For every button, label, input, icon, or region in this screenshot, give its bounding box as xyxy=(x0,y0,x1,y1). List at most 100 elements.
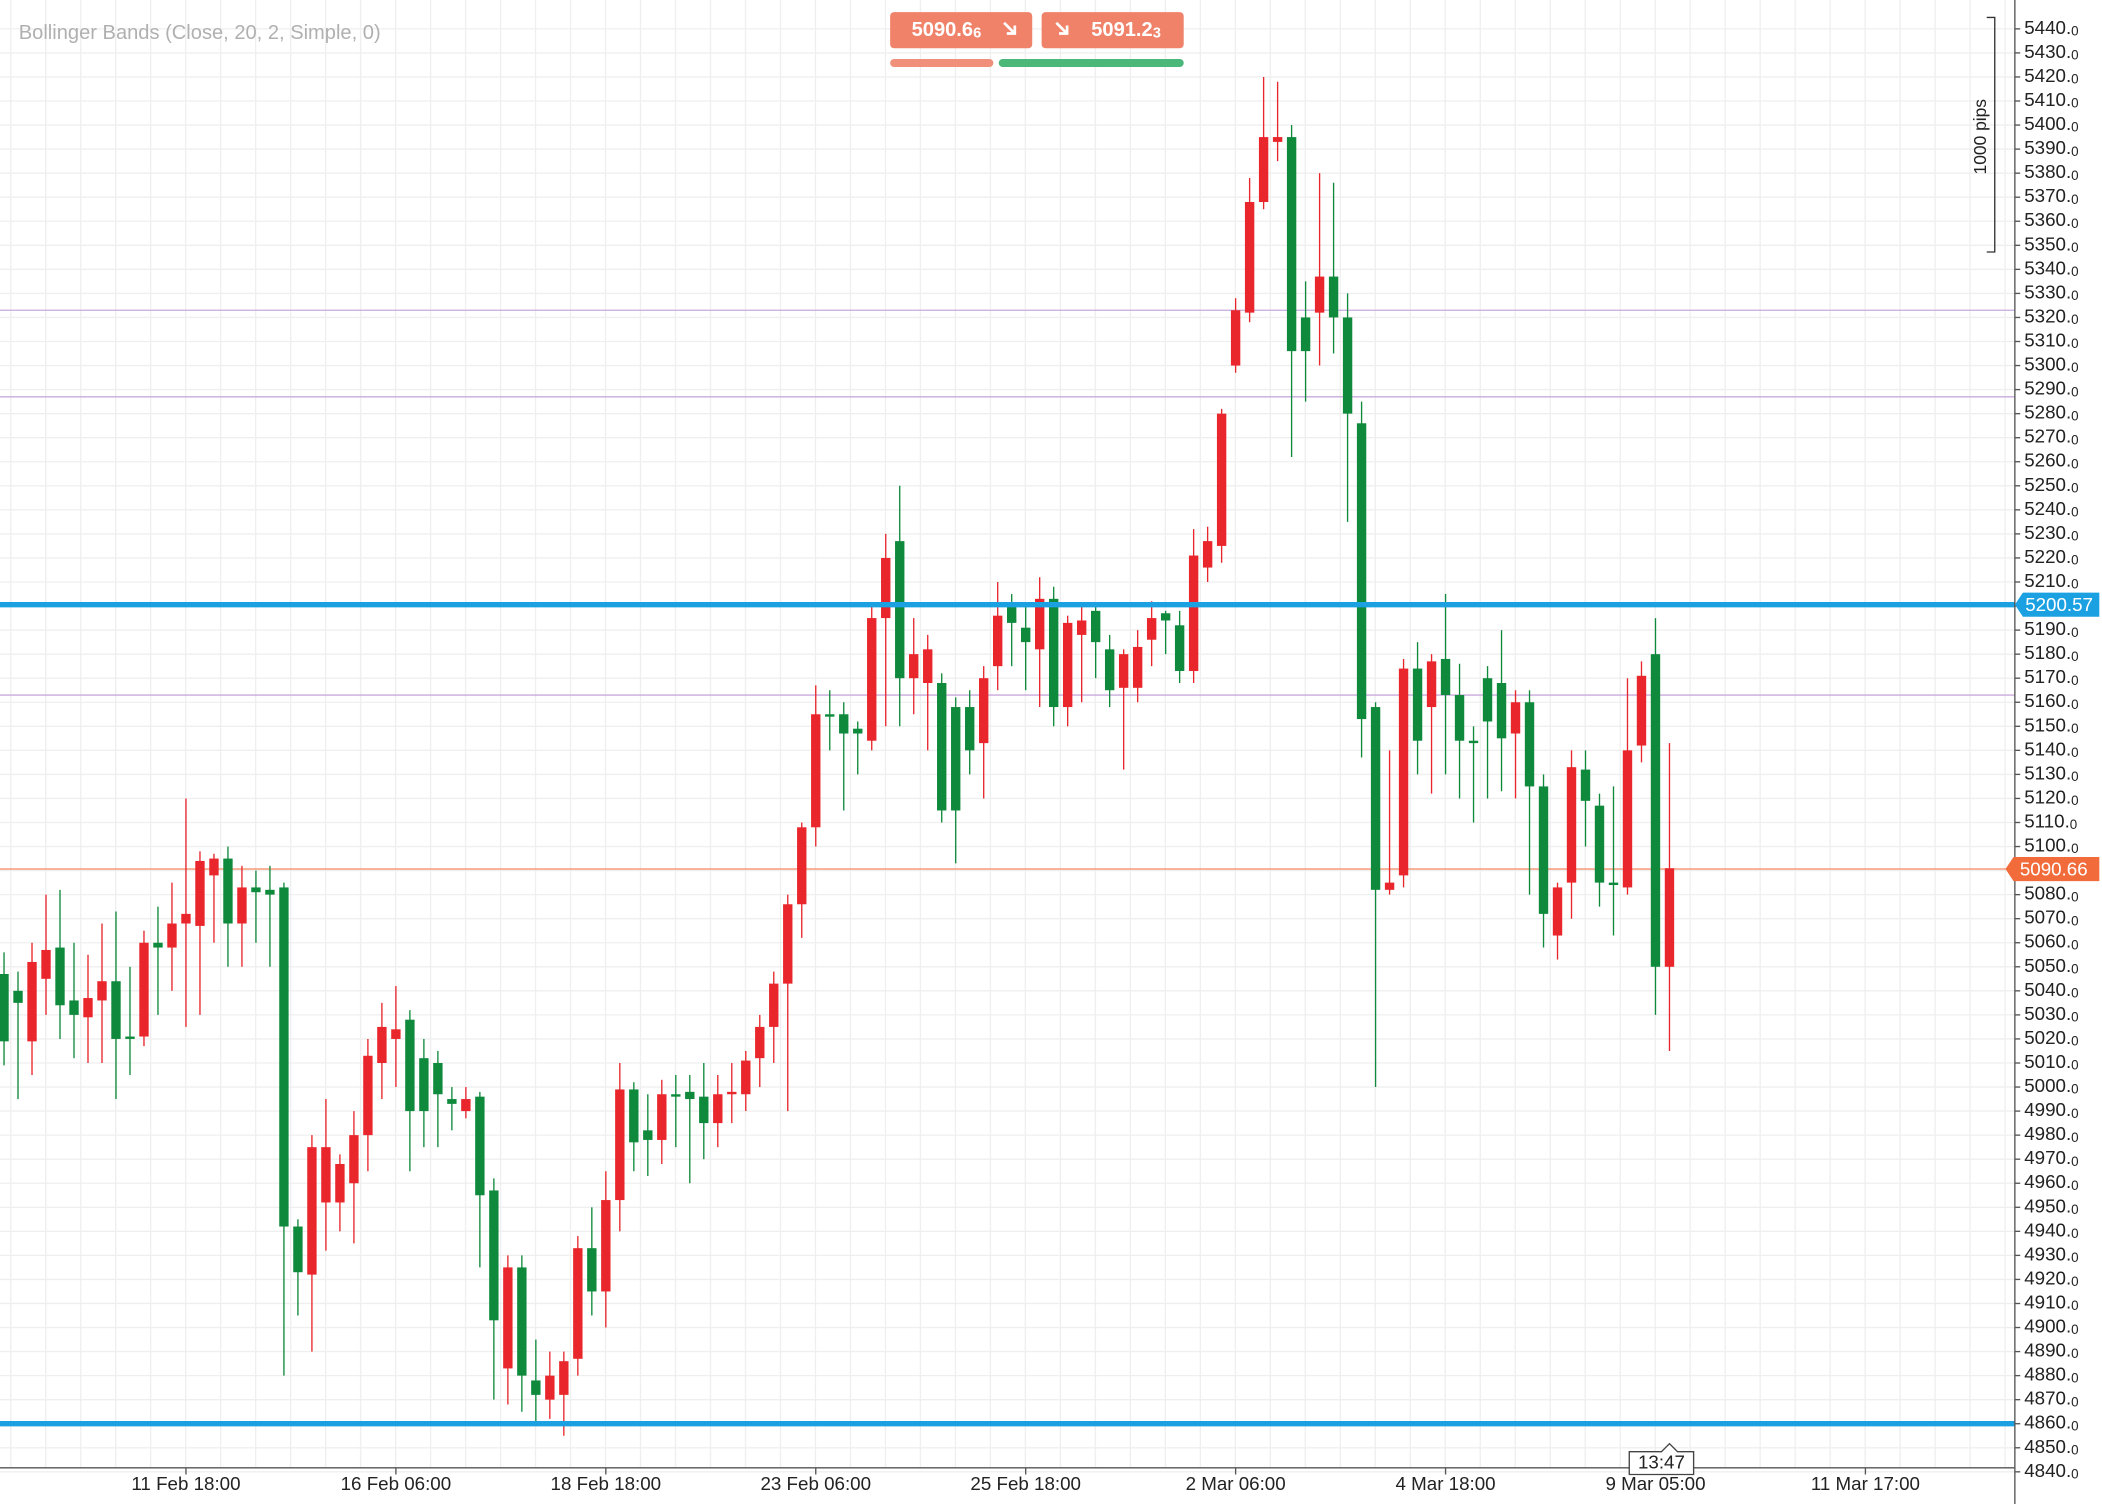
candle-body xyxy=(545,1375,555,1400)
candle-body xyxy=(1580,769,1591,801)
candle-body xyxy=(167,923,177,948)
candle-body xyxy=(1328,276,1339,318)
candle-body xyxy=(181,913,191,924)
candle-body xyxy=(643,1130,653,1140)
x-tick-label: 23 Feb 06:00 xyxy=(760,1473,871,1494)
candle-body xyxy=(517,1267,527,1376)
candle-body xyxy=(69,1000,79,1015)
candle-body xyxy=(1566,767,1577,883)
y-tick-label: 4980.0 xyxy=(2024,1123,2078,1144)
candle-body xyxy=(867,618,877,741)
candle-body xyxy=(1496,683,1507,739)
y-tick-label: 5100.0 xyxy=(2024,834,2078,855)
candle-body xyxy=(965,707,975,751)
candle-body xyxy=(909,654,919,679)
candle-body xyxy=(1468,740,1479,744)
axis: 5440.0 5430.0 5420.0 5410.0 5400.0 5390.0 5380… xyxy=(131,17,2100,1494)
candle-body xyxy=(615,1089,625,1201)
y-tick-label: 5130.0 xyxy=(2024,762,2078,783)
candle-body xyxy=(713,1094,723,1124)
quote-panel[interactable]: 5090.66 5091.23 xyxy=(890,12,1184,68)
x-tick-label: 11 Mar 17:00 xyxy=(1811,1473,1920,1494)
y-tick-label: 5170.0 xyxy=(2024,666,2078,687)
y-tick-label: 5010.0 xyxy=(2024,1051,2078,1072)
buy-price[interactable]: 5091.23 xyxy=(1091,19,1161,41)
grid xyxy=(0,0,2015,1473)
x-tick-label: 9 Mar 05:00 xyxy=(1605,1473,1705,1494)
y-tick-label: 5060.0 xyxy=(2024,931,2078,952)
candle-body xyxy=(1636,675,1647,746)
candle-body xyxy=(881,557,891,619)
candle-body xyxy=(727,1091,737,1095)
candle-body xyxy=(307,1147,317,1275)
candle-body xyxy=(1230,310,1241,366)
candle-body xyxy=(979,678,989,744)
y-tick-label: 5290.0 xyxy=(2024,378,2078,399)
candle-body xyxy=(489,1190,499,1321)
candle-body xyxy=(825,714,835,717)
buy-box[interactable] xyxy=(1041,12,1184,49)
y-tick-label: 5370.0 xyxy=(2024,185,2078,206)
y-tick-label: 5190.0 xyxy=(2024,618,2078,639)
y-tick-label: 5080.0 xyxy=(2024,883,2078,904)
candle-body xyxy=(41,949,51,979)
level-tag xyxy=(2014,592,2100,617)
y-tick-label: 5260.0 xyxy=(2024,450,2078,471)
candle-body xyxy=(97,981,107,1001)
candle-body xyxy=(1384,882,1395,890)
x-tick-label: 11 Feb 18:00 xyxy=(131,1473,240,1494)
candle-body xyxy=(1104,649,1115,691)
y-tick-label: 5000.0 xyxy=(2024,1075,2078,1096)
candle-body xyxy=(111,981,121,1039)
pip-scale-label: 1000 pips xyxy=(1970,99,1990,175)
candle-body xyxy=(923,649,933,684)
y-tick-label: 5410.0 xyxy=(2024,89,2078,110)
candle-body xyxy=(1538,786,1549,914)
candle-body xyxy=(1244,202,1255,313)
y-tick-label: 5020.0 xyxy=(2024,1027,2078,1048)
candle-body xyxy=(895,541,905,679)
candle-body xyxy=(1160,613,1171,621)
candle-body xyxy=(405,1019,415,1112)
candle-body xyxy=(195,860,205,926)
y-tick-label: 4920.0 xyxy=(2024,1267,2078,1288)
price-tag-label: 5090.66 xyxy=(2020,858,2088,879)
candle-body xyxy=(125,1036,135,1039)
candle-body xyxy=(1650,654,1661,967)
candle-body xyxy=(1594,805,1605,883)
y-tick-label: 5270.0 xyxy=(2024,426,2078,447)
sell-arrow xyxy=(1003,21,1017,35)
sell-price[interactable]: 5090.66 xyxy=(912,19,982,41)
sell-box[interactable] xyxy=(890,12,1033,49)
y-tick-label: 4860.0 xyxy=(2024,1412,2078,1433)
y-tick-label: 4930.0 xyxy=(2024,1243,2078,1264)
y-tick-label: 5230.0 xyxy=(2024,522,2078,543)
y-tick-label: 5150.0 xyxy=(2024,714,2078,735)
sell-bar xyxy=(890,58,994,68)
candle-body xyxy=(139,942,149,1037)
candle-body xyxy=(657,1094,667,1140)
candle-body xyxy=(1314,276,1325,313)
candle-body xyxy=(1524,702,1535,787)
y-tick-label: 5400.0 xyxy=(2024,113,2078,134)
candle-body xyxy=(1118,654,1129,688)
candle-body xyxy=(1076,620,1087,635)
candle-body xyxy=(1174,625,1185,671)
y-tick-label: 5160.0 xyxy=(2024,690,2078,711)
level-tag-label: 5200.57 xyxy=(2025,594,2093,615)
candle-body xyxy=(391,1029,401,1039)
candle-body xyxy=(1090,610,1101,643)
candle-body xyxy=(853,728,863,734)
x-tick-label: 2 Mar 06:00 xyxy=(1186,1473,1286,1494)
candle-body xyxy=(1664,868,1675,967)
candle-body xyxy=(1007,606,1017,623)
candle-body xyxy=(1034,598,1045,650)
buy-bar xyxy=(998,58,1184,68)
y-tick-label: 4910.0 xyxy=(2024,1291,2078,1312)
y-tick-label: 5240.0 xyxy=(2024,498,2078,519)
y-tick-label: 4850.0 xyxy=(2024,1436,2078,1457)
candle-body xyxy=(601,1200,611,1292)
